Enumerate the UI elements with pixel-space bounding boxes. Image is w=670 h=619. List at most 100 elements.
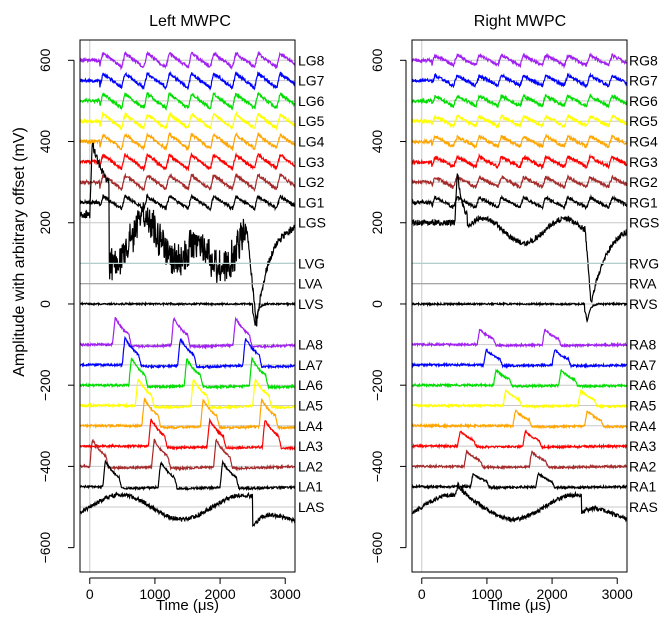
- series-line-rg2: [411, 174, 628, 190]
- series-line-ra1: [411, 471, 628, 491]
- y-tick-label: −200: [369, 369, 385, 401]
- series-label-rvs: RVS: [629, 296, 658, 312]
- series-label-rgs: RGS: [629, 215, 659, 231]
- series-line-lg2: [79, 172, 296, 193]
- series-line-rg3: [411, 152, 628, 171]
- series-line-la3: [79, 417, 296, 451]
- series-line-rg7: [411, 72, 628, 89]
- series-line-las: [79, 491, 296, 528]
- series-line-rg1: [411, 193, 628, 211]
- series-label-ra6: RA6: [629, 377, 656, 393]
- series-label-lg8: LG8: [298, 52, 325, 68]
- series-line-lg6: [79, 91, 296, 111]
- series-label-rg7: RG7: [629, 73, 658, 89]
- series-line-ra7: [411, 348, 628, 370]
- series-label-la7: LA7: [298, 357, 323, 373]
- series-line-ras: [411, 481, 628, 523]
- series-label-lg3: LG3: [298, 154, 325, 170]
- series-line-lg3: [79, 151, 296, 172]
- series-label-ra7: RA7: [629, 357, 656, 373]
- panel-title: Right MWPC: [474, 13, 566, 30]
- series-label-lg6: LG6: [298, 93, 325, 109]
- series-label-la3: LA3: [298, 438, 323, 454]
- series-label-las: LAS: [298, 499, 324, 515]
- y-tick-label: −200: [37, 369, 53, 401]
- series-label-lg1: LG1: [298, 194, 325, 210]
- series-line-lvs: [79, 301, 296, 326]
- series-line-lgs: [79, 142, 296, 327]
- series-line-rg8: [411, 52, 628, 70]
- shared-y-axis-label: Amplitude with arbitrary offset (mV): [11, 127, 28, 377]
- x-tick-label: 0: [86, 586, 94, 602]
- y-tick-label: 600: [37, 48, 53, 72]
- series-line-lg8: [79, 50, 296, 71]
- series-label-lvs: LVS: [298, 296, 323, 312]
- x-tick-label: 2000: [204, 586, 235, 602]
- series-line-lg4: [79, 131, 296, 152]
- y-tick-label: 200: [369, 211, 385, 235]
- y-tick-label: 0: [37, 300, 53, 308]
- series-label-lvg: LVG: [298, 255, 325, 271]
- series-label-la6: LA6: [298, 377, 323, 393]
- series-label-rg3: RG3: [629, 154, 658, 170]
- series-label-lg2: LG2: [298, 174, 325, 190]
- y-tick-label: 400: [369, 130, 385, 154]
- series-line-rgs: [411, 173, 628, 303]
- y-tick-label: 200: [37, 211, 53, 235]
- series-line-la8: [79, 316, 296, 350]
- y-tick-label: 0: [369, 300, 385, 308]
- y-tick-label: −400: [37, 450, 53, 482]
- series-line-lg7: [79, 70, 296, 91]
- series-label-rvg: RVG: [629, 255, 659, 271]
- series-label-la2: LA2: [298, 458, 323, 474]
- x-tick-label: 1000: [471, 586, 502, 602]
- series-line-la7: [79, 335, 296, 370]
- series-line-rg4: [411, 133, 628, 150]
- x-tick-label: 1000: [139, 586, 170, 602]
- plot-frame: [79, 39, 296, 573]
- series-label-ra5: RA5: [629, 397, 656, 413]
- right-mwpc-panel: Right MWPC RG8 RG7 RG6 RG5 RG4 RG3 RG2 RG1 RGS RVG…: [369, 13, 659, 614]
- series-label-la1: LA1: [298, 479, 323, 495]
- series-label-rg2: RG2: [629, 174, 658, 190]
- series-line-ra3: [411, 429, 628, 451]
- x-tick-label: 0: [418, 586, 426, 602]
- x-axis-label: Time (μs): [488, 597, 551, 614]
- series-line-la4: [79, 397, 296, 431]
- series-line-rvs: [411, 300, 628, 324]
- series-label-lg4: LG4: [298, 134, 325, 150]
- series-line-lg5: [79, 110, 296, 132]
- series-label-ra8: RA8: [629, 337, 656, 353]
- series-label-la5: LA5: [298, 397, 323, 413]
- left-mwpc-panel: Left MWPC LG8 LG7 LG6 LG5 LG4 LG3 LG2 LG1 LGS LVG L…: [37, 13, 326, 614]
- series-label-lg7: LG7: [298, 73, 325, 89]
- y-tick-label: 600: [369, 48, 385, 72]
- y-tick-label: −400: [369, 450, 385, 482]
- series-line-ra8: [411, 328, 628, 349]
- series-label-rg5: RG5: [629, 113, 658, 129]
- series-line-rg6: [411, 93, 628, 109]
- panel-title: Left MWPC: [149, 13, 231, 30]
- series-line-ra4: [411, 409, 628, 430]
- x-tick-label: 3000: [270, 586, 301, 602]
- series-label-ra1: RA1: [629, 479, 656, 495]
- series-label-lva: LVA: [298, 276, 323, 292]
- series-line-ra6: [411, 368, 628, 390]
- series-label-ra3: RA3: [629, 438, 656, 454]
- series-line-rg5: [411, 112, 628, 130]
- series-label-rg4: RG4: [629, 134, 658, 150]
- series-label-la4: LA4: [298, 418, 323, 434]
- series-label-rg6: RG6: [629, 93, 658, 109]
- y-tick-label: −600: [369, 532, 385, 564]
- series-label-ra4: RA4: [629, 418, 656, 434]
- x-axis-label: Time (μs): [156, 597, 219, 614]
- series-label-la8: LA8: [298, 337, 323, 353]
- series-label-lg5: LG5: [298, 113, 325, 129]
- series-label-rva: RVA: [629, 276, 657, 292]
- series-label-ras: RAS: [629, 499, 658, 515]
- x-tick-label: 2000: [536, 586, 567, 602]
- y-tick-label: 400: [37, 130, 53, 154]
- series-line-ra5: [411, 389, 628, 410]
- x-tick-label: 3000: [602, 586, 633, 602]
